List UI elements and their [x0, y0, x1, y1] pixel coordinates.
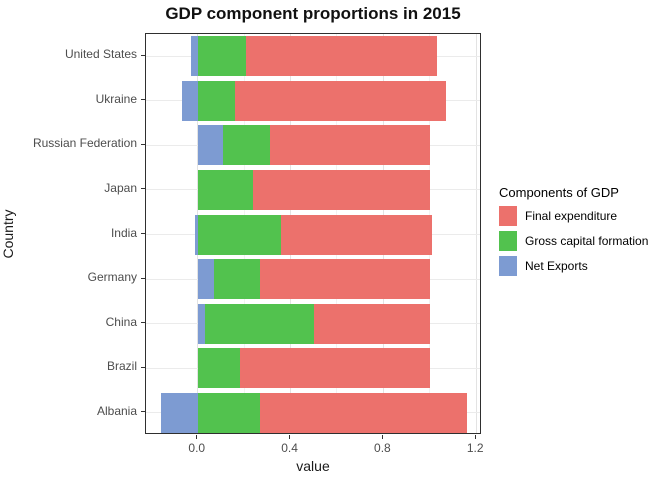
- legend-item-gross-capital-formation: Gross capital formation: [499, 231, 669, 251]
- x-axis-tick: [381, 435, 383, 439]
- bar-segment-gross-capital-formation: [204, 303, 314, 344]
- y-axis-tick: [141, 322, 145, 324]
- bar-segment-gross-capital-formation: [197, 392, 261, 433]
- legend: Components of GDP Final expenditure Gros…: [499, 185, 669, 281]
- y-axis-tick: [141, 277, 145, 279]
- y-tick-label: Albania: [96, 403, 137, 418]
- bar-segment-final-expenditure: [239, 348, 430, 389]
- y-tick-label: China: [105, 314, 137, 329]
- x-tick-label: 1.2: [466, 441, 484, 455]
- bar-segment-gross-capital-formation: [197, 214, 282, 255]
- plot-panel: [145, 33, 481, 434]
- legend-key-swatch: [499, 206, 517, 226]
- x-tick-label: 0.4: [281, 441, 298, 455]
- bar-segment-net-exports: [190, 36, 198, 77]
- y-tick-label: Germany: [87, 270, 137, 285]
- bar-segment-net-exports: [197, 125, 224, 166]
- bar-segment-net-exports: [181, 80, 198, 121]
- bar-segment-final-expenditure: [260, 259, 430, 300]
- bar-segment-final-expenditure: [269, 125, 430, 166]
- y-axis-tick: [141, 366, 145, 368]
- bar-segment-gross-capital-formation: [197, 36, 247, 77]
- y-tick-label: United States: [64, 47, 137, 62]
- legend-key-swatch: [499, 231, 517, 251]
- y-axis-title: Country: [0, 209, 16, 259]
- bar-segment-gross-capital-formation: [223, 125, 270, 166]
- legend-key-swatch: [499, 256, 517, 276]
- legend-item-final-expenditure: Final expenditure: [499, 206, 669, 226]
- gridline-major: [475, 34, 477, 433]
- x-axis-title: value: [296, 458, 330, 474]
- y-axis-tick: [141, 233, 145, 234]
- y-tick-label: Russian Federation: [32, 136, 137, 151]
- y-axis-tick: [141, 54, 145, 56]
- bar-segment-final-expenditure: [234, 80, 447, 121]
- y-tick-label: Japan: [104, 180, 137, 195]
- bar-segment-net-exports: [197, 259, 214, 300]
- legend-item-label: Gross capital formation: [525, 234, 649, 248]
- bar-segment-final-expenditure: [246, 36, 437, 77]
- bar-segment-final-expenditure: [253, 169, 430, 210]
- chart-title: GDP component proportions in 2015: [165, 4, 461, 23]
- y-tick-label: Brazil: [106, 359, 137, 374]
- y-axis-tick: [141, 188, 145, 190]
- bar-segment-final-expenditure: [313, 303, 430, 344]
- x-axis-tick: [474, 435, 476, 439]
- y-tick-label: India: [110, 225, 137, 240]
- x-tick-label: 0.8: [374, 441, 391, 455]
- x-tick-label: 0.0: [188, 441, 206, 455]
- y-axis-tick: [141, 411, 145, 413]
- legend-item-label: Final expenditure: [525, 209, 618, 223]
- bar-segment-final-expenditure: [281, 214, 433, 255]
- y-axis-tick: [141, 99, 145, 101]
- y-tick-label: Ukraine: [95, 91, 137, 106]
- bar-segment-gross-capital-formation: [197, 169, 254, 210]
- bar-segment-gross-capital-formation: [197, 348, 240, 389]
- x-axis-tick: [196, 435, 198, 439]
- bar-segment-net-exports: [195, 214, 198, 255]
- legend-item-label: Net Exports: [525, 259, 588, 273]
- bar-segment-final-expenditure: [260, 392, 467, 433]
- bar-segment-gross-capital-formation: [213, 259, 261, 300]
- bar-segment-gross-capital-formation: [197, 80, 235, 121]
- legend-title: Components of GDP: [499, 185, 619, 200]
- legend-item-net-exports: Net Exports: [499, 256, 669, 276]
- bar-segment-net-exports: [160, 392, 198, 433]
- y-axis-tick: [141, 143, 145, 145]
- x-axis-tick: [289, 435, 291, 439]
- bar-segment-net-exports: [197, 303, 205, 344]
